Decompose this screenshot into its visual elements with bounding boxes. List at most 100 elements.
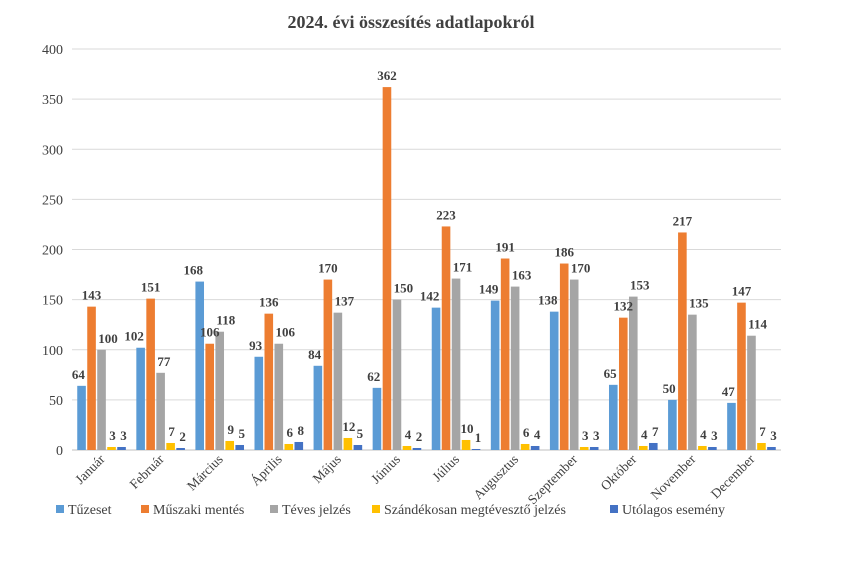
y-tick-label: 300 (42, 143, 63, 158)
bar (530, 445, 540, 450)
data-label: 4 (534, 427, 541, 442)
bar (471, 448, 481, 450)
data-label: 62 (367, 369, 380, 384)
y-tick-label: 150 (42, 294, 63, 309)
data-label: 186 (554, 245, 574, 260)
data-label: 3 (770, 428, 777, 443)
data-label: 2 (179, 429, 186, 444)
data-label: 4 (405, 427, 412, 442)
bar (569, 279, 579, 450)
data-label: 170 (571, 261, 591, 276)
data-label: 3 (711, 428, 718, 443)
bar (688, 314, 697, 450)
bar (353, 444, 363, 450)
bar (294, 441, 304, 450)
x-category-label: November (648, 451, 699, 502)
data-label: 10 (461, 421, 474, 436)
legend-swatch (270, 505, 278, 513)
data-label: 138 (538, 293, 558, 308)
data-label: 153 (630, 278, 650, 293)
data-label: 2 (416, 429, 423, 444)
y-tick-label: 100 (42, 344, 63, 359)
bar (698, 445, 707, 450)
data-label: 163 (512, 268, 532, 283)
data-label: 9 (227, 422, 234, 437)
bar (382, 87, 392, 450)
bar (225, 440, 235, 450)
data-label: 106 (200, 325, 220, 340)
bar (510, 286, 520, 450)
bar (441, 226, 451, 450)
y-tick-label: 350 (42, 93, 63, 108)
data-label: 3 (109, 428, 116, 443)
data-label: 114 (748, 317, 767, 332)
bar (166, 442, 175, 450)
bar (461, 439, 471, 450)
bar (412, 447, 422, 450)
bar (628, 296, 638, 450)
bar (608, 384, 618, 450)
legend-swatch (610, 505, 618, 513)
bar (579, 446, 589, 450)
legend-swatch (56, 505, 64, 513)
bar (343, 437, 353, 450)
bar (274, 343, 284, 450)
bar (77, 385, 86, 450)
bar (205, 343, 215, 450)
bar (235, 444, 245, 450)
bar (431, 307, 441, 450)
bar (333, 312, 343, 450)
data-label: 7 (652, 424, 659, 439)
bar (638, 445, 648, 450)
data-label: 106 (275, 325, 295, 340)
bar (215, 331, 225, 450)
legend-label: Téves jelzés (282, 503, 351, 518)
bar (87, 306, 96, 450)
data-label: 147 (732, 284, 752, 299)
data-label: 362 (377, 68, 397, 83)
data-label: 3 (120, 428, 127, 443)
x-axis-categories: Január Február Március Április Május Június Jú… (72, 451, 758, 507)
data-label: 6 (287, 425, 294, 440)
x-category-label: Július (429, 452, 462, 485)
legend-label: Műszaki mentés (153, 503, 244, 518)
data-label: 65 (604, 366, 618, 381)
y-axis-ticks: 0 50 100 150 200 250 300 350 400 (42, 43, 63, 459)
bar (668, 399, 677, 450)
data-label: 136 (259, 295, 279, 310)
data-label: 4 (641, 427, 648, 442)
y-tick-label: 50 (49, 394, 63, 409)
bar (500, 258, 510, 450)
bar (490, 300, 500, 450)
bar (559, 263, 569, 450)
data-label: 7 (168, 424, 175, 439)
data-label: 217 (673, 213, 693, 228)
bar (146, 298, 155, 450)
bar (618, 317, 628, 450)
x-category-label: Szeptember (525, 451, 581, 507)
gridlines (72, 48, 781, 451)
data-label: 143 (82, 288, 102, 303)
bar (136, 347, 145, 450)
data-label: 1 (475, 430, 482, 445)
bar (254, 356, 264, 450)
data-label: 170 (318, 261, 338, 276)
bar (747, 335, 756, 450)
data-label: 142 (420, 289, 440, 304)
bar (313, 365, 323, 450)
y-tick-label: 200 (42, 244, 63, 259)
data-label: 93 (249, 338, 263, 353)
data-label: 77 (157, 354, 171, 369)
bar (176, 447, 185, 450)
data-label: 84 (308, 347, 322, 362)
legend-label: Szándékosan megtévesztő jelzés (384, 503, 566, 518)
x-category-label: Augusztus (470, 452, 521, 503)
bar (156, 372, 165, 450)
data-label: 4 (700, 427, 707, 442)
data-label: 64 (72, 367, 86, 382)
legend-swatch (141, 505, 149, 513)
x-category-label: Január (72, 451, 108, 487)
bar (757, 442, 766, 450)
bar (451, 278, 461, 450)
